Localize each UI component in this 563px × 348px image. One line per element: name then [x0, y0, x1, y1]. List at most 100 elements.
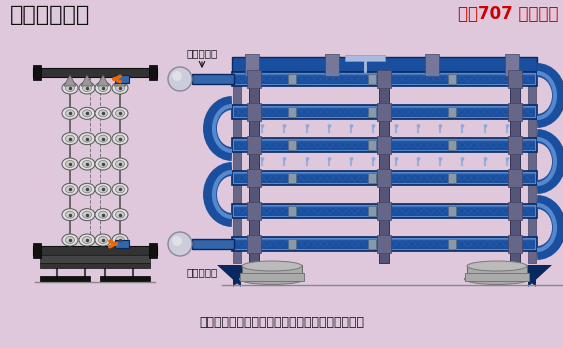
Bar	[379, 73, 389, 263]
Bar	[377, 70, 391, 88]
Bar	[448, 239, 456, 249]
Ellipse shape	[83, 211, 92, 218]
Text: 化工707 剪辑制作: 化工707 剪辑制作	[458, 5, 558, 23]
Bar	[234, 74, 535, 84]
Bar	[234, 107, 535, 117]
Ellipse shape	[79, 158, 95, 170]
Ellipse shape	[99, 237, 108, 244]
Bar	[232, 204, 537, 218]
Ellipse shape	[115, 160, 124, 167]
Bar	[233, 73, 241, 263]
Bar	[33, 246, 157, 255]
Ellipse shape	[464, 274, 529, 285]
Polygon shape	[512, 265, 536, 287]
Ellipse shape	[115, 237, 124, 244]
Bar	[40, 263, 150, 268]
Bar	[232, 72, 537, 86]
Bar	[247, 202, 261, 220]
Bar	[192, 239, 234, 249]
Polygon shape	[81, 75, 93, 86]
Ellipse shape	[115, 135, 124, 142]
Bar	[242, 265, 302, 274]
Ellipse shape	[83, 160, 92, 167]
Bar	[467, 265, 527, 274]
Ellipse shape	[79, 133, 95, 145]
Ellipse shape	[62, 82, 78, 94]
Bar	[448, 107, 456, 117]
Bar	[528, 73, 536, 263]
Bar	[232, 138, 537, 152]
Bar	[508, 103, 522, 121]
Polygon shape	[114, 75, 126, 86]
Bar	[288, 140, 296, 150]
Ellipse shape	[95, 82, 111, 94]
Bar	[247, 103, 261, 121]
Bar	[345, 55, 385, 61]
Ellipse shape	[65, 110, 74, 117]
Text: 热流体在裸露的管中流过，冷却水喷淋流过蛇管。: 热流体在裸露的管中流过，冷却水喷淋流过蛇管。	[199, 316, 364, 329]
Bar	[425, 54, 439, 76]
Ellipse shape	[112, 209, 128, 221]
Bar	[149, 65, 157, 80]
Bar	[377, 235, 391, 253]
Ellipse shape	[83, 85, 92, 92]
Ellipse shape	[62, 209, 78, 221]
Ellipse shape	[95, 158, 111, 170]
Ellipse shape	[112, 158, 128, 170]
Ellipse shape	[83, 135, 92, 142]
Bar	[115, 75, 129, 83]
Ellipse shape	[242, 261, 302, 271]
Bar	[40, 255, 150, 263]
Bar	[240, 273, 304, 281]
Bar	[377, 202, 391, 220]
Ellipse shape	[112, 82, 128, 94]
Ellipse shape	[95, 234, 111, 246]
Ellipse shape	[65, 186, 74, 193]
Bar	[234, 206, 535, 216]
Ellipse shape	[62, 158, 78, 170]
Bar	[40, 276, 90, 281]
Ellipse shape	[95, 133, 111, 145]
Ellipse shape	[99, 135, 108, 142]
Bar	[247, 235, 261, 253]
Circle shape	[172, 71, 182, 81]
Ellipse shape	[467, 261, 527, 271]
Ellipse shape	[112, 234, 128, 246]
Ellipse shape	[65, 211, 74, 218]
Ellipse shape	[65, 160, 74, 167]
Polygon shape	[64, 75, 76, 86]
Bar	[325, 54, 339, 76]
Text: 热流体出口: 热流体出口	[186, 48, 218, 58]
Ellipse shape	[112, 133, 128, 145]
Bar	[247, 136, 261, 154]
Bar	[149, 243, 157, 258]
Circle shape	[168, 67, 192, 91]
Bar	[368, 74, 376, 84]
Polygon shape	[233, 265, 257, 287]
Ellipse shape	[115, 211, 124, 218]
Polygon shape	[528, 265, 552, 287]
Bar	[508, 235, 522, 253]
Polygon shape	[217, 265, 241, 287]
Bar	[508, 169, 522, 187]
Ellipse shape	[62, 234, 78, 246]
Bar	[232, 57, 537, 73]
Bar	[288, 173, 296, 183]
Bar	[234, 239, 535, 249]
Bar	[368, 107, 376, 117]
Bar	[33, 243, 41, 258]
Ellipse shape	[115, 110, 124, 117]
Ellipse shape	[99, 186, 108, 193]
Bar	[377, 169, 391, 187]
Polygon shape	[97, 75, 109, 86]
Ellipse shape	[79, 209, 95, 221]
Ellipse shape	[99, 160, 108, 167]
Text: 喷淋式换热器: 喷淋式换热器	[10, 5, 90, 25]
Bar	[448, 74, 456, 84]
Bar	[33, 68, 157, 77]
Bar	[234, 173, 535, 183]
Ellipse shape	[83, 110, 92, 117]
Ellipse shape	[62, 183, 78, 195]
Bar	[368, 173, 376, 183]
Ellipse shape	[79, 234, 95, 246]
